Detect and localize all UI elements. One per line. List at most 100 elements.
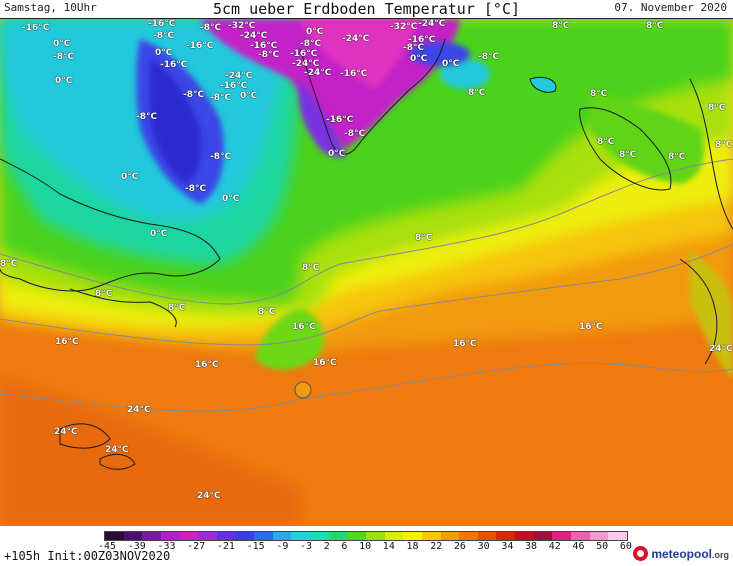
map-temp-label: -24°C [342,34,370,44]
map-temp-label: 8°C [715,140,733,150]
temperature-map[interactable]: -16°C 0°C -8°C 0°C -16°C -8°C -16°C 0°C … [0,19,733,526]
map-temp-label: -8°C [210,152,232,162]
map-temp-label: 0°C [55,76,73,86]
map-title: 5cm ueber Erdboden Temperatur [°C] [212,0,521,18]
colorbar-segment [310,532,329,540]
map-temp-label: -16°C [160,60,188,70]
colorbar-tick-label: 42 [548,541,561,552]
colorbar-segment [608,532,627,540]
colorbar-tick-label: -9 [276,541,289,552]
map-temp-label: 0°C [410,54,428,64]
map-temp-label: 24°C [105,445,129,455]
map-temp-label: 24°C [709,344,733,354]
map-temp-label: -8°C [332,115,354,125]
colorbar-segment [421,532,441,540]
map-temp-label: 8°C [168,303,186,313]
colorbar-tick-label: 38 [525,541,538,552]
map-temp-label: -8°C [136,112,158,122]
map-temp-label: -16°C [326,115,354,125]
colorbar-segment [552,532,572,540]
map-temp-label: 16°C [195,360,219,370]
colorbar-segment [105,532,124,540]
colorbar-tick-label: 50 [596,541,609,552]
colorbar-segment [216,532,236,540]
map-temp-label: 8°C [258,307,276,317]
map-temp-label: -8°C [300,39,322,49]
map-temp-label: 24°C [54,427,78,437]
map-temp-label: -24°C [304,68,332,78]
map-temp-label: 0°C [306,27,324,37]
colorbar-segment [515,532,534,540]
colorbar-tick-label: 60 [619,541,632,552]
header-day-time: Samstag, 10Uhr [4,1,97,14]
colorbar-segment [589,532,609,540]
map-temp-label: -8°C [258,50,280,60]
colorbar-tick-label: -45 [98,541,117,552]
map-temp-label: -16°C [290,49,318,59]
map-temp-label: -24°C [292,59,320,69]
map-temp-label: 24°C [127,405,151,415]
map-temp-label: -8°C [403,43,425,53]
brand-name: meteopool [651,546,712,561]
map-temp-label: -16°C [186,41,214,51]
map-temp-label: -16°C [22,23,50,33]
map-temp-label: -32°C [228,21,256,31]
colorbar-segment [403,532,422,540]
map-temp-label: -16°C [250,41,278,51]
map-temp-label: 8°C [619,150,637,160]
map-temp-label: 8°C [646,21,664,31]
colorbar-tick-label: 18 [406,541,419,552]
colorbar-tick-label: 10 [359,541,372,552]
colorbar-segment [160,532,180,540]
colorbar-segment [123,532,143,540]
colorbar-tick-label: -3 [300,541,313,552]
map-temp-label: 8°C [0,259,18,269]
map-temp-label: -16°C [148,19,176,29]
map-footer: -45 -39 -33 -27 -21 -15 -9 -3 2 6 10 14 18 22 26 30 34 38… [0,526,733,566]
map-temp-label: 0°C [328,149,346,159]
map-temp-label: 8°C [597,137,615,147]
meteopool-logo[interactable]: meteopool.org [633,546,729,561]
colorbar-tick-label: 14 [382,541,395,552]
map-temp-label: -8°C [185,184,207,194]
colorbar-tick-label: 30 [477,541,490,552]
map-temp-label: 16°C [292,322,316,332]
colorbar-segment [272,532,292,540]
colorbar-tick-label: 2 [323,541,330,552]
colorbar-segment [533,532,553,540]
forecast-init-info: +105h Init:00Z03NOV2020 [4,549,171,563]
map-temp-label: 8°C [302,263,320,273]
colorbar-segment [142,532,161,540]
map-temp-label: 8°C [552,21,570,31]
map-temp-label: -24°C [225,71,253,81]
map-temp-label: -8°C [153,31,175,41]
colorbar-segment [254,532,273,540]
colorbar-tick-label: 34 [501,541,514,552]
map-temp-label: -8°C [53,52,75,62]
map-temp-label: -24°C [418,19,446,29]
colorbar-tick-label: 22 [430,541,443,552]
colorbar-segment [179,532,199,540]
map-temp-label: -16°C [220,81,248,91]
map-temp-label: 8°C [95,289,113,299]
colorbar-segment [477,532,497,540]
colorbar-segment [496,532,516,540]
colorbar-tick-label: -39 [127,541,146,552]
map-temp-label: 0°C [240,91,258,101]
map-temp-label: -16°C [340,69,368,79]
map-temp-label: -32°C [390,22,418,32]
colorbar-tick-label: 26 [453,541,466,552]
colorbar-tick-label: -21 [216,541,235,552]
map-temp-label: -24°C [240,31,268,41]
colorbar-tick-label: 6 [341,541,348,552]
map-temp-label: -8°C [344,129,366,139]
colorbar-segment [571,532,590,540]
meteopool-logo-icon [633,546,649,561]
map-header: Samstag, 10Uhr 5cm ueber Erdboden Temper… [0,0,733,19]
map-temp-label: -8°C [210,93,232,103]
colorbar-tick-label: 46 [572,541,585,552]
temperature-field [0,19,733,526]
colorbar-tick-label: -27 [187,541,206,552]
map-temp-label: 24°C [197,491,221,501]
map-temp-label: 0°C [121,172,139,182]
